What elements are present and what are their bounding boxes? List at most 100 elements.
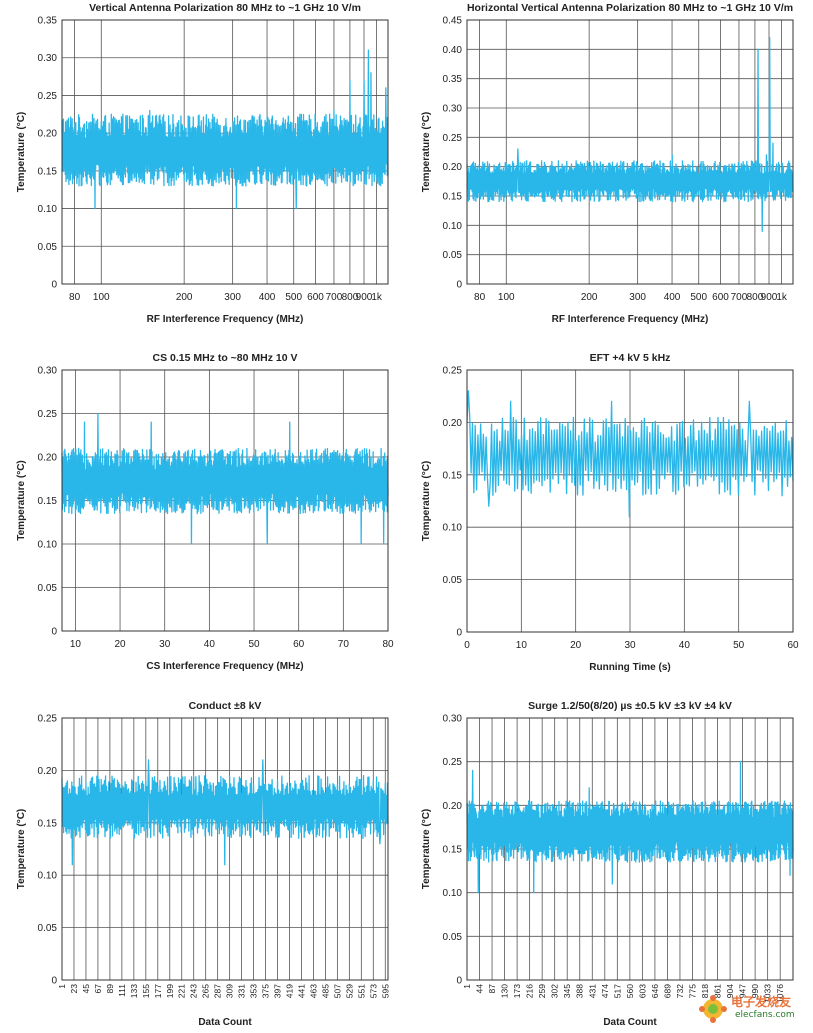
y-tick-label: 0.20 <box>443 418 463 429</box>
x-tick-label: 200 <box>581 292 598 303</box>
series-line <box>466 761 794 894</box>
y-tick-label: 0.15 <box>443 470 463 481</box>
series-line <box>466 36 794 232</box>
y-tick-label: 0.25 <box>38 409 58 420</box>
watermark-text: 电子发烧友 <box>731 995 792 1009</box>
x-tick-label: 1 <box>57 984 67 989</box>
y-tick-label: 0.25 <box>443 366 463 377</box>
x-tick-label: 80 <box>474 292 486 303</box>
chart-title: Conduct ±8 kV <box>189 700 262 712</box>
y-tick-label: 0.35 <box>443 74 463 85</box>
y-axis-label: Temperature (°C) <box>421 461 432 542</box>
y-tick-label: 0.05 <box>38 923 58 934</box>
x-tick-label: 1k <box>371 292 383 303</box>
x-tick-label: 87 <box>487 984 497 994</box>
chart-title: Horizontal Vertical Antenna Polarization… <box>467 2 793 14</box>
y-tick-label: 0.15 <box>38 166 58 177</box>
x-tick-label: 818 <box>700 984 710 998</box>
x-tick-label: 600 <box>712 292 729 303</box>
x-tick-label: 302 <box>550 984 560 998</box>
y-tick-label: 0.20 <box>38 766 58 777</box>
x-tick-label: 331 <box>237 984 247 998</box>
y-tick-label: 0.05 <box>38 242 58 253</box>
y-tick-label: 0.05 <box>443 932 463 943</box>
x-tick-label: 40 <box>679 640 691 651</box>
gear-logo-icon <box>699 995 727 1023</box>
chart-title: Surge 1.2/50(8/20) µs ±0.5 kV ±3 kV ±4 k… <box>528 700 732 712</box>
x-tick-label: 221 <box>177 984 187 998</box>
y-tick-label: 0 <box>51 280 57 291</box>
x-tick-label: 419 <box>284 984 294 998</box>
x-tick-label: 1 <box>462 984 472 989</box>
x-tick-label: 775 <box>687 984 697 998</box>
x-tick-label: 500 <box>285 292 302 303</box>
y-tick-label: 0.15 <box>38 818 58 829</box>
y-tick-label: 0.45 <box>443 16 463 27</box>
x-tick-label: 155 <box>141 984 151 998</box>
x-tick-label: 485 <box>320 984 330 998</box>
y-tick-label: 0.25 <box>443 133 463 144</box>
x-tick-label: 990 <box>750 984 760 998</box>
y-tick-label: 0.25 <box>38 91 58 102</box>
chart-4: 0 0.05 0.10 0.15 0.20 0.25 0 10 20 30 40 50 60 EFT +4… <box>421 352 799 673</box>
x-tick-label: 23 <box>69 984 79 994</box>
x-tick-label: 400 <box>259 292 276 303</box>
x-tick-label: 300 <box>629 292 646 303</box>
y-tick-label: 0.15 <box>38 496 58 507</box>
y-axis-label: Temperature (°C) <box>16 112 27 193</box>
y-axis-label: Temperature (°C) <box>16 460 27 541</box>
plot-frame <box>61 369 389 632</box>
y-axis-label: Temperature (°C) <box>16 809 27 890</box>
x-tick-label: 463 <box>308 984 318 998</box>
x-tick-label: 689 <box>662 984 672 998</box>
x-tick-label: 600 <box>307 292 324 303</box>
chart-5: 00.050.100.150.200.251 23 45 67 89 111 133 155 1… <box>16 700 390 1028</box>
x-tick-label: 900 <box>761 292 778 303</box>
x-axis-label: Data Count <box>198 1017 252 1028</box>
x-tick-label: 20 <box>570 640 582 651</box>
plot-frame <box>61 19 389 285</box>
x-tick-label: 431 <box>587 984 597 998</box>
x-tick-label: 89 <box>105 984 115 994</box>
x-tick-label: 474 <box>600 984 610 998</box>
x-tick-label: 243 <box>189 984 199 998</box>
x-tick-label: 573 <box>368 984 378 998</box>
x-tick-label: 603 <box>637 984 647 998</box>
x-tick-label: 287 <box>213 984 223 998</box>
x-tick-label: 400 <box>664 292 681 303</box>
watermark-url: elecfans.com <box>735 1010 795 1020</box>
y-tick-label: 0.10 <box>38 540 58 551</box>
x-tick-label: 80 <box>69 292 81 303</box>
x-tick-label: 507 <box>332 984 342 998</box>
x-tick-label: 375 <box>261 984 271 998</box>
x-tick-label: 345 <box>562 984 572 998</box>
y-tick-label: 0.20 <box>38 129 58 140</box>
x-tick-label: 100 <box>498 292 515 303</box>
x-tick-label: 353 <box>249 984 259 998</box>
y-tick-label: 0.10 <box>38 204 58 215</box>
y-tick-label: 0.30 <box>38 366 58 377</box>
x-tick-label: 80 <box>382 639 394 650</box>
x-tick-label: 10 <box>516 640 528 651</box>
y-tick-label: 0.30 <box>38 53 58 64</box>
x-tick-label: 646 <box>650 984 660 998</box>
x-tick-label: 1033 <box>763 984 773 1003</box>
x-tick-label: 50 <box>248 639 260 650</box>
chart-title: Vertical Antenna Polarization 80 MHz to … <box>89 2 361 14</box>
y-tick-label: 0.20 <box>443 801 463 812</box>
series-line <box>61 412 389 545</box>
x-tick-label: 700 <box>326 292 343 303</box>
x-tick-label: 560 <box>625 984 635 998</box>
x-tick-label: 529 <box>344 984 354 998</box>
chart-title: EFT +4 kV 5 kHz <box>590 352 671 364</box>
x-tick-label: 10 <box>70 639 82 650</box>
x-tick-label: 60 <box>293 639 305 650</box>
x-tick-label: 133 <box>129 984 139 998</box>
x-tick-label: 100 <box>93 292 110 303</box>
x-axis-label: CS Interference Frequency (MHz) <box>146 661 303 672</box>
y-tick-label: 0.10 <box>38 871 58 882</box>
x-tick-label: 0 <box>464 640 470 651</box>
y-tick-label: 0.25 <box>443 757 463 768</box>
y-axis-label: Temperature (°C) <box>421 809 432 890</box>
y-tick-label: 0.10 <box>443 523 463 534</box>
